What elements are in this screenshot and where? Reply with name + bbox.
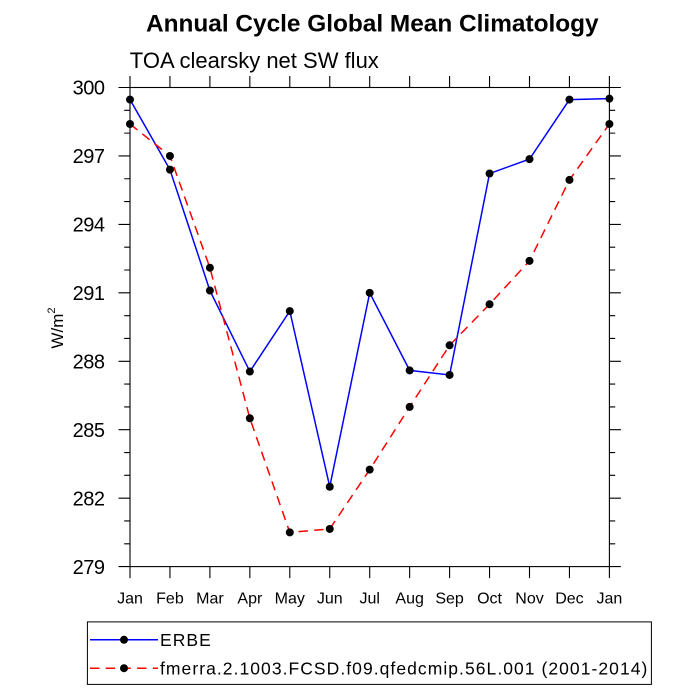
svg-text:Feb: Feb	[156, 591, 184, 608]
svg-text:ERBE: ERBE	[160, 630, 212, 650]
svg-text:279: 279	[73, 557, 105, 579]
svg-text:W/m2: W/m2	[46, 307, 67, 348]
svg-text:Jan: Jan	[597, 591, 623, 608]
svg-text:TOA clearsky net SW flux: TOA clearsky net SW flux	[130, 48, 379, 73]
svg-text:294: 294	[73, 215, 105, 237]
svg-text:Sep: Sep	[435, 591, 464, 608]
svg-text:May: May	[275, 591, 305, 608]
svg-text:288: 288	[73, 351, 105, 373]
svg-text:Apr: Apr	[237, 591, 263, 608]
svg-text:Mar: Mar	[196, 591, 224, 608]
svg-text:Jun: Jun	[317, 591, 343, 608]
svg-text:Annual Cycle Global Mean Clima: Annual Cycle Global Mean Climatology	[146, 11, 599, 38]
svg-text:Dec: Dec	[555, 591, 583, 608]
svg-text:Jul: Jul	[359, 591, 379, 608]
svg-text:Aug: Aug	[395, 591, 423, 608]
svg-text:300: 300	[73, 78, 105, 100]
svg-text:Oct: Oct	[477, 591, 502, 608]
svg-text:297: 297	[73, 146, 105, 168]
svg-text:fmerra.2.1003.FCSD.f09.qfedcmi: fmerra.2.1003.FCSD.f09.qfedcmip.56L.001 …	[160, 658, 648, 678]
svg-text:Nov: Nov	[515, 591, 543, 608]
svg-text:291: 291	[73, 283, 105, 305]
svg-text:282: 282	[73, 488, 105, 510]
svg-text:285: 285	[73, 420, 105, 442]
svg-text:Jan: Jan	[117, 591, 143, 608]
